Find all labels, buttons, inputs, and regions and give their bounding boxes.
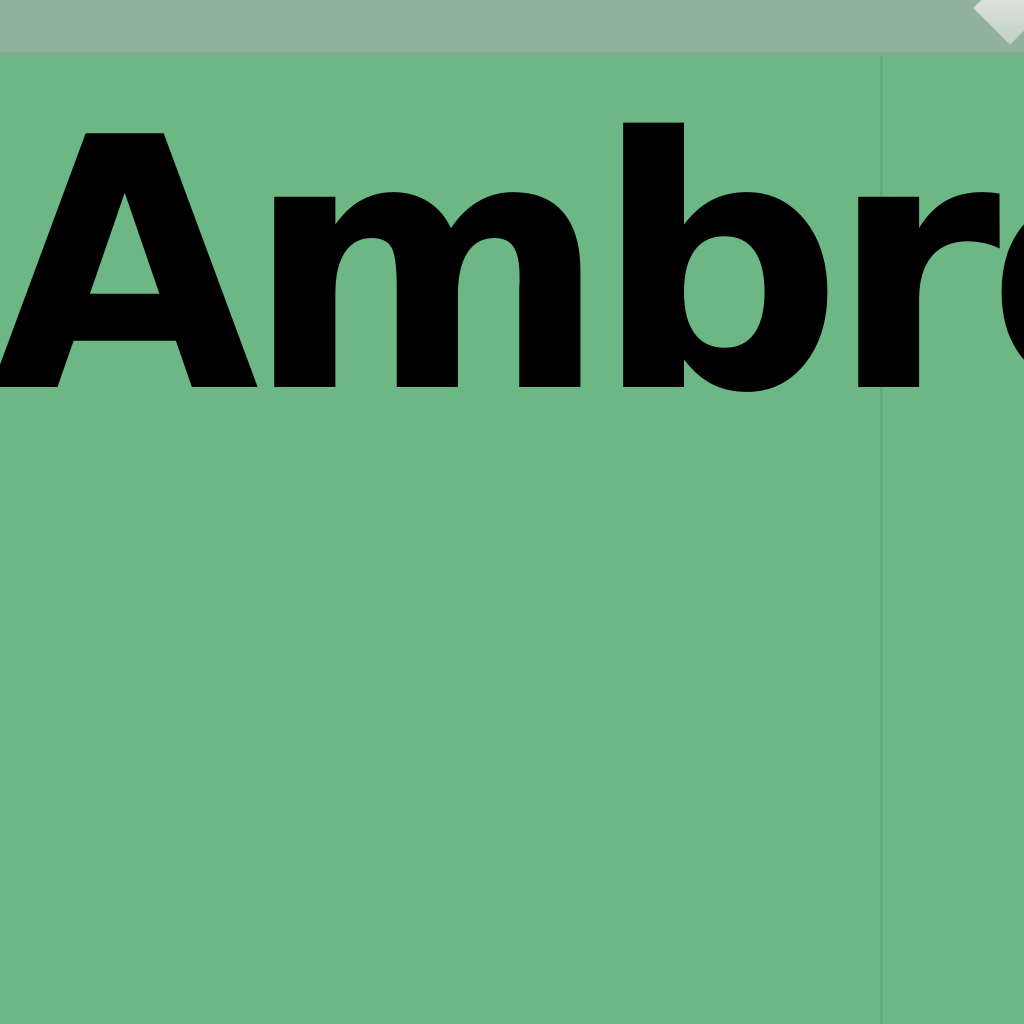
top-bar	[0, 0, 1024, 56]
column-divider	[880, 56, 883, 1024]
page-title: Ambro	[0, 65, 1024, 470]
corner-glyph-icon	[973, 0, 1024, 45]
content-area: Ambro	[0, 56, 1024, 1024]
